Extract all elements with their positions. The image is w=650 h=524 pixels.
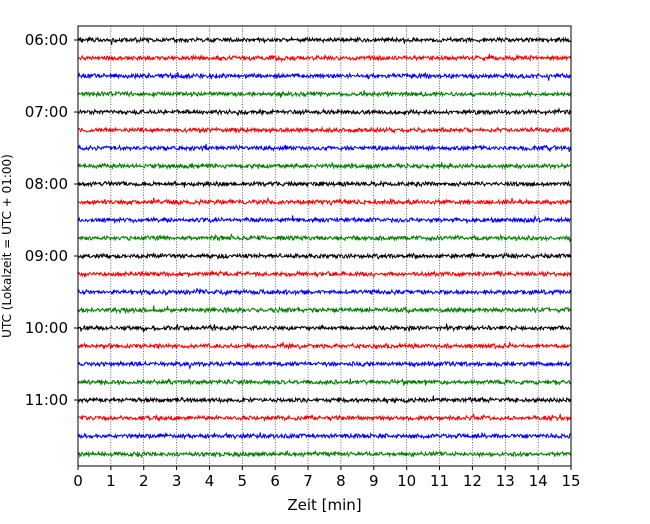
x-tick-label: 2: [139, 472, 149, 490]
seismic-trace: [77, 288, 572, 297]
y-tick-label: 10:00: [25, 319, 68, 337]
seismic-trace: [77, 162, 572, 171]
x-tick-label: 3: [172, 472, 182, 490]
x-tick-label: 7: [303, 472, 313, 490]
x-tick-label: 4: [205, 472, 215, 490]
seismic-trace: [77, 35, 572, 45]
y-tick-label: 08:00: [25, 175, 68, 193]
seismic-trace: [77, 431, 572, 441]
x-tick-label: 11: [430, 472, 449, 490]
seismic-trace: [77, 359, 572, 371]
seismic-trace: [77, 214, 572, 225]
y-tick-label: 09:00: [25, 247, 68, 265]
seismic-trace: [77, 143, 572, 153]
x-tick-label: 14: [529, 472, 548, 490]
x-axis: 0 1 2 3 4 5 6 7 8 9 10 11 12 13 14 15: [73, 466, 581, 490]
seismic-trace: [77, 322, 572, 333]
seismic-trace: [77, 233, 572, 243]
x-tick-label: 12: [463, 472, 482, 490]
x-axis-label: Zeit [min]: [287, 496, 361, 514]
x-tick-label: 15: [561, 472, 580, 490]
seismic-trace: [77, 412, 572, 422]
seismic-trace: [77, 71, 572, 81]
seismic-trace: [77, 125, 572, 135]
seismic-trace: [77, 179, 572, 188]
grid-layer: [110, 26, 539, 466]
y-axis-label: UTC (Lokalzeit = UTC + 01:00): [0, 154, 14, 338]
y-tick-label: 06:00: [25, 31, 68, 49]
seismic-trace: [77, 251, 572, 261]
x-tick-label: 13: [496, 472, 515, 490]
x-tick-label: 0: [73, 472, 83, 490]
seismic-trace: [77, 269, 572, 279]
y-axis: 06:00 07:00 08:00 09:00 10:00 11:00: [25, 31, 78, 409]
seismic-trace: [77, 196, 572, 206]
seismic-trace: [77, 450, 572, 459]
y-tick-label: 11:00: [25, 391, 68, 409]
seismic-trace: [77, 53, 572, 63]
seismic-trace: [77, 340, 572, 350]
x-tick-label: 1: [106, 472, 116, 490]
x-tick-label: 5: [238, 472, 248, 490]
seismic-trace: [77, 89, 572, 99]
seismic-trace: [77, 377, 572, 387]
x-tick-label: 10: [397, 472, 416, 490]
y-tick-label: 07:00: [25, 103, 68, 121]
x-tick-label: 8: [336, 472, 346, 490]
plot-frame: [77, 25, 572, 467]
trace-layer: [77, 35, 572, 459]
x-tick-label: 6: [270, 472, 280, 490]
seismic-trace: [77, 106, 572, 117]
x-tick-label: 9: [369, 472, 379, 490]
seismic-trace: [77, 305, 572, 315]
seismic-trace: [77, 395, 572, 405]
